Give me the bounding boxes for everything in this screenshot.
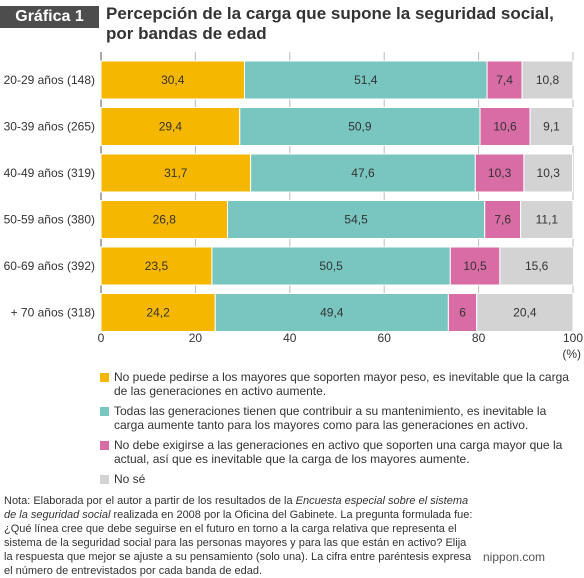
x-tick-label: 100: [563, 331, 583, 345]
bar-segment: [100, 60, 245, 100]
category-label: + 70 años (318): [11, 306, 95, 320]
chart-title: Percepción de la carga que supone la seg…: [106, 4, 554, 43]
bar-segment: [479, 107, 531, 146]
x-tick-label: 60: [378, 331, 392, 345]
bar-segment: [449, 246, 501, 286]
data-label: 51,4: [354, 73, 378, 87]
x-tick-label: 80: [472, 331, 486, 345]
x-tick-label: 20: [189, 331, 203, 345]
data-label: 29,4: [159, 120, 183, 134]
brand-logo-text: nippon.com: [483, 550, 546, 564]
legend-swatch: [100, 407, 109, 416]
legend-label: No sé: [114, 472, 146, 486]
data-label: 10,6: [493, 120, 517, 134]
data-label: 6: [459, 306, 466, 320]
legend-item: No puede pedirse a los mayores que sopor…: [100, 370, 578, 398]
data-label: 10,5: [463, 259, 487, 273]
data-label: 47,6: [351, 166, 375, 180]
data-label: 50,5: [319, 259, 343, 273]
x-tick-label: 0: [98, 331, 105, 345]
data-label: 10,8: [536, 73, 560, 87]
bar-segment: [214, 293, 449, 332]
note-survey-name: Encuesta especial sobre el sistema de la…: [4, 495, 469, 521]
data-label: 10,3: [488, 166, 512, 180]
data-label: 30,4: [161, 73, 185, 87]
category-label: 50-59 años (380): [4, 213, 95, 227]
bar-segment: [529, 107, 574, 146]
data-label: 7,4: [496, 73, 513, 87]
x-tick-label: 40: [283, 331, 297, 345]
data-label: 49,4: [320, 306, 344, 320]
bar-segment: [243, 60, 488, 100]
legend-swatch: [100, 475, 109, 484]
category-label: 30-39 años (265): [4, 120, 95, 134]
legend-item: No debe exigirse a las generaciones en a…: [100, 438, 578, 466]
bar-segment: [250, 153, 476, 193]
note-text-1: Nota: Elaborada por el autor a partir de…: [4, 495, 296, 507]
legend-item: Todas las generaciones tienen que contri…: [100, 404, 578, 432]
bar-segment: [447, 293, 478, 332]
bar-segment: [523, 153, 574, 193]
data-label: 9,1: [543, 120, 560, 134]
legend-label: Todas las generaciones tienen que contri…: [114, 404, 547, 432]
data-label: 31,7: [164, 166, 188, 180]
category-label: 60-69 años (392): [4, 259, 95, 273]
data-label: 23,5: [145, 259, 169, 273]
bar-segment: [499, 246, 574, 286]
legend: No puede pedirse a los mayores que sopor…: [100, 370, 578, 492]
category-label: 40-49 años (319): [4, 166, 95, 180]
data-label: 54,5: [344, 213, 368, 227]
note-text-2: realizada en 2008 por la Oficina del Gab…: [4, 509, 473, 577]
data-label: 26,8: [153, 213, 177, 227]
data-label: 50,9: [348, 120, 372, 134]
figure-badge: Gráfica 1: [0, 6, 99, 28]
category-label: 20-29 años (148): [4, 73, 95, 87]
bar-segment: [211, 246, 451, 286]
bar-segment: [521, 60, 574, 100]
bar-segment: [100, 153, 252, 193]
data-label: 24,2: [146, 306, 170, 320]
footnote: Nota: Elaborada por el autor a partir de…: [4, 494, 474, 578]
data-label: 11,1: [536, 213, 559, 227]
data-label: 15,6: [525, 259, 549, 273]
legend-label: No debe exigirse a las generaciones en a…: [114, 438, 563, 466]
legend-swatch: [100, 441, 109, 450]
bar-segment: [474, 153, 525, 193]
bar-segment: [100, 246, 213, 286]
bar-segment: [476, 293, 574, 332]
x-unit-label: (%): [562, 347, 581, 361]
bar-segment: [520, 200, 574, 239]
stacked-bar-chart: 0 20 40 60 80 100 (%) 20-29 años (148) 30,4 51,4 7…: [4, 52, 583, 361]
legend-swatch: [100, 373, 109, 382]
legend-item: No sé: [100, 472, 578, 486]
data-label: 7,6: [494, 213, 511, 227]
legend-label: No puede pedirse a los mayores que sopor…: [114, 370, 569, 398]
data-label: 10,3: [537, 166, 561, 180]
data-label: 20,4: [513, 306, 537, 320]
